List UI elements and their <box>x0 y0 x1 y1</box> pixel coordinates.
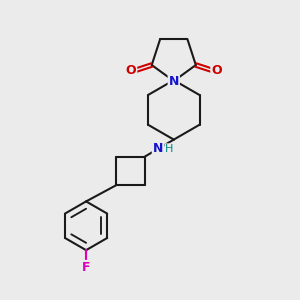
Text: N: N <box>153 142 163 155</box>
Text: F: F <box>82 261 90 274</box>
Text: O: O <box>126 64 136 77</box>
Text: N: N <box>169 74 179 88</box>
Text: O: O <box>211 64 222 77</box>
Text: H: H <box>165 144 173 154</box>
